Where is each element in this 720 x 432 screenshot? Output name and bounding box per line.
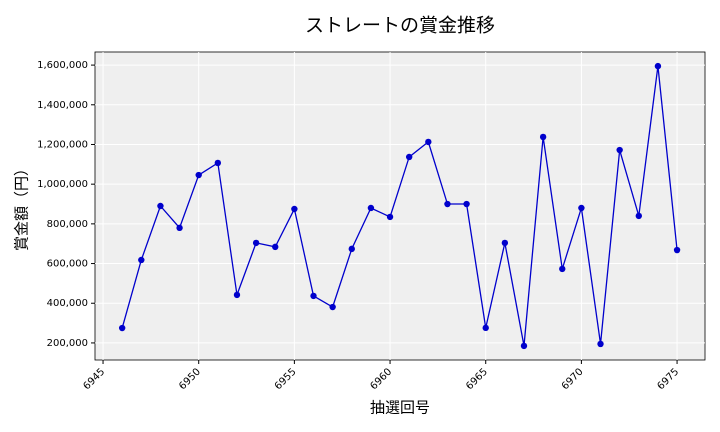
point [425, 138, 432, 146]
x-tick-label: 6965 [464, 366, 490, 392]
x-tick-label: 6945 [82, 366, 108, 392]
point [214, 159, 222, 167]
point [138, 256, 145, 264]
point [597, 340, 604, 348]
point [329, 303, 336, 311]
x-axis-label: 抽選回号 [370, 399, 430, 417]
point [195, 171, 202, 179]
point [501, 239, 509, 247]
point [272, 243, 279, 251]
point [157, 202, 164, 210]
y-tick-label: 1,000,000 [37, 179, 88, 190]
x-tick-label: 6955 [273, 366, 299, 392]
x-tick-label: 6975 [656, 366, 682, 392]
point [118, 324, 126, 332]
point [482, 324, 489, 332]
point [673, 246, 681, 254]
x-tick-label: 6960 [369, 366, 395, 392]
y-axis-label: 賞金額（円） [13, 161, 31, 251]
chart-title: ストレートの賞金推移 [305, 15, 495, 37]
point [559, 265, 566, 273]
point [176, 224, 183, 232]
x-tick-label: 6950 [177, 366, 203, 392]
point [233, 291, 241, 299]
y-tick-label: 1,400,000 [37, 100, 88, 111]
point [539, 133, 547, 141]
line [121, 66, 678, 347]
point [310, 292, 317, 300]
point [291, 205, 298, 213]
x-tick-label: 6970 [560, 366, 586, 392]
y-tick-label: 600,000 [47, 259, 88, 270]
point [405, 153, 413, 161]
y-tick-label: 1,200,000 [37, 139, 88, 150]
point [616, 146, 623, 154]
point [635, 212, 642, 220]
point [348, 245, 355, 253]
point [367, 204, 375, 212]
plot-area [94, 51, 706, 361]
y-tick-label: 200,000 [47, 338, 88, 349]
point [654, 62, 662, 70]
y-tick-label: 400,000 [47, 298, 88, 309]
point [252, 239, 260, 247]
y-tick-label: 1,600,000 [37, 60, 88, 71]
y-tick-label: 800,000 [47, 219, 88, 230]
point [578, 204, 585, 212]
point [386, 213, 394, 221]
point [520, 342, 528, 350]
point [463, 200, 470, 208]
point [444, 200, 451, 208]
